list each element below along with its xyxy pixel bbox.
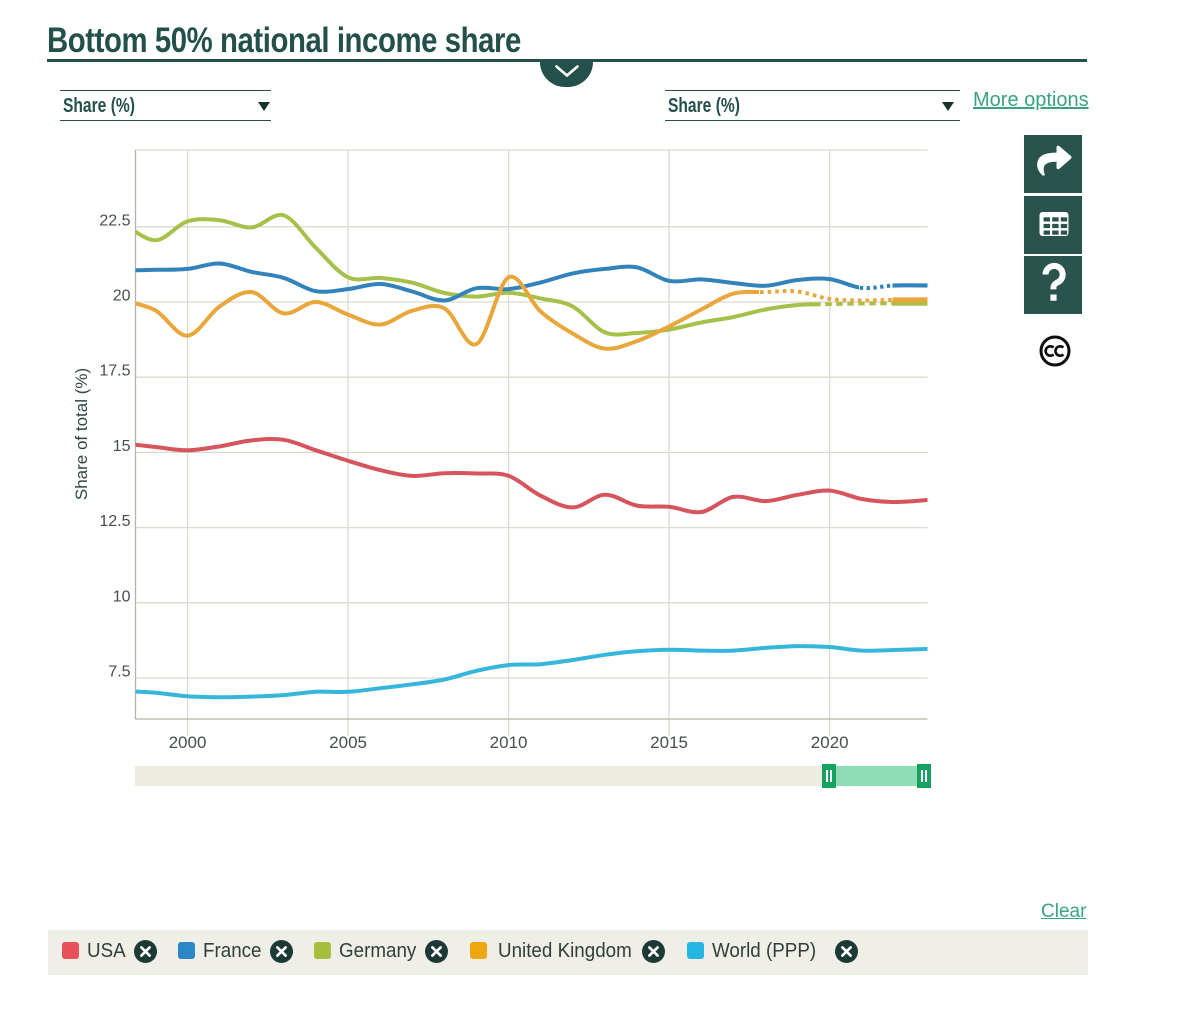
svg-text:2000: 2000: [169, 733, 207, 752]
svg-text:10: 10: [113, 588, 131, 605]
svg-text:17.5: 17.5: [99, 363, 130, 380]
svg-text:Share of total (%): Share of total (%): [72, 368, 91, 500]
svg-text:2020: 2020: [811, 733, 849, 752]
svg-text:15: 15: [113, 438, 131, 455]
svg-text:20: 20: [113, 288, 131, 305]
svg-text:2015: 2015: [650, 733, 688, 752]
svg-text:2010: 2010: [490, 733, 528, 752]
svg-text:7.5: 7.5: [108, 664, 130, 681]
svg-text:2005: 2005: [329, 733, 367, 752]
svg-text:22.5: 22.5: [99, 212, 130, 229]
svg-text:12.5: 12.5: [99, 513, 130, 530]
